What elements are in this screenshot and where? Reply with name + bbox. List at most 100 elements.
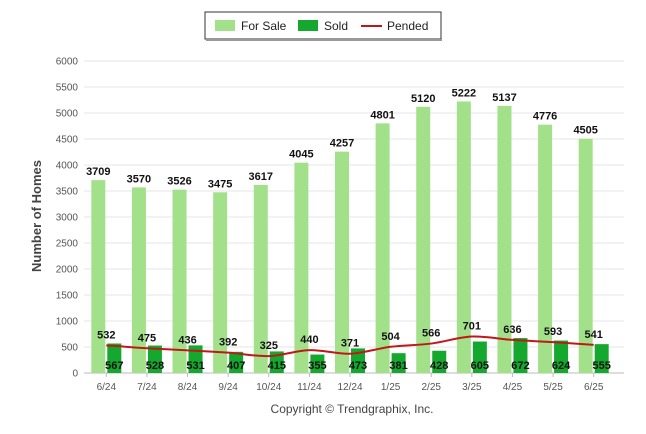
data-label-sold: 407 xyxy=(227,360,245,372)
data-label-for-sale: 5137 xyxy=(492,92,516,104)
y-tick-label: 3000 xyxy=(56,213,79,224)
legend: For Sale Sold Pended xyxy=(204,11,442,41)
y-tick-label: 6000 xyxy=(56,57,79,68)
data-label-sold: 672 xyxy=(511,360,529,372)
bars xyxy=(91,101,609,374)
x-tick-label: 10/24 xyxy=(256,382,281,393)
copyright: Copyright © Trendgraphix, Inc. xyxy=(271,402,434,416)
bar-sold xyxy=(391,353,406,373)
bar-for-sale xyxy=(578,138,593,373)
legend-label-for-sale: For Sale xyxy=(241,19,287,33)
bar-sold xyxy=(432,350,447,373)
bar-for-sale xyxy=(416,106,431,373)
bar-sold xyxy=(513,338,528,373)
data-label-pended: 636 xyxy=(503,324,521,336)
bar-for-sale xyxy=(213,192,228,373)
y-axis-label: Number of Homes xyxy=(29,160,44,272)
data-label-for-sale: 3526 xyxy=(167,176,191,188)
x-ticks: 6/24 7/24 8/24 9/24 10/24 11/24 12/24 1/25 2/25 3… xyxy=(97,373,604,393)
bar-sold xyxy=(351,348,365,373)
data-label-sold: 555 xyxy=(593,360,611,372)
data-label-pended: 436 xyxy=(178,334,196,346)
data-label-pended: 325 xyxy=(260,340,278,352)
data-label-pended: 593 xyxy=(544,326,562,338)
x-tick-label: 4/25 xyxy=(503,382,523,393)
bar-for-sale xyxy=(253,184,268,373)
data-label-for-sale: 4505 xyxy=(573,125,597,137)
x-tick-label: 7/24 xyxy=(137,382,157,393)
data-label-sold: 605 xyxy=(471,360,489,372)
x-tick-label: 5/25 xyxy=(543,382,563,393)
x-tick-label: 3/25 xyxy=(462,382,482,393)
data-label-sold: 428 xyxy=(430,360,448,372)
bar-sold xyxy=(554,340,569,373)
x-tick-label: 11/24 xyxy=(297,382,322,393)
bar-sold xyxy=(594,344,609,373)
data-label-pended: 392 xyxy=(219,337,237,349)
data-label-for-sale: 4257 xyxy=(330,138,354,150)
data-label-pended: 566 xyxy=(422,328,440,340)
y-tick-label: 1000 xyxy=(56,317,79,328)
bar-sold xyxy=(310,354,325,373)
x-tick-label: 6/25 xyxy=(584,382,604,393)
data-label-for-sale: 4045 xyxy=(289,149,313,161)
x-tick-label: 2/25 xyxy=(421,382,441,393)
pended-line-group xyxy=(106,335,594,358)
x-tick-label: 6/24 xyxy=(97,382,117,393)
data-label-sold: 415 xyxy=(268,360,286,372)
bar-for-sale xyxy=(538,124,553,373)
data-label-sold: 567 xyxy=(105,360,123,372)
data-label-sold: 531 xyxy=(186,360,204,372)
bar-for-sale xyxy=(335,151,349,373)
data-label-sold: 355 xyxy=(308,360,326,372)
pended-line xyxy=(106,335,594,358)
data-label-sold: 473 xyxy=(349,360,367,372)
x-tick-label: 8/24 xyxy=(178,382,198,393)
legend-box xyxy=(204,11,442,40)
legend-swatch-for-sale xyxy=(215,20,235,31)
y-tick-label: 1500 xyxy=(56,291,79,302)
data-label-for-sale: 5120 xyxy=(411,93,435,105)
data-label-pended: 475 xyxy=(138,332,156,344)
bar-sold xyxy=(107,343,122,373)
data-label-for-sale: 3709 xyxy=(86,166,110,178)
bar-sold xyxy=(147,345,162,373)
data-label-sold: 381 xyxy=(389,360,407,372)
data-label-pended: 371 xyxy=(341,338,359,350)
y-tick-label: 3500 xyxy=(56,187,79,198)
bar-sold xyxy=(472,341,487,373)
legend-label-pended: Pended xyxy=(387,19,428,33)
bar-for-sale xyxy=(456,101,471,374)
y-tick-label: 4500 xyxy=(56,135,79,146)
x-tick-label: 12/24 xyxy=(337,382,362,393)
data-label-pended: 504 xyxy=(381,331,400,343)
x-tick-label: 9/24 xyxy=(218,382,238,393)
data-label-for-sale: 4776 xyxy=(533,111,557,123)
data-labels: 3709 567 3570 528 3526 531 3475 407 3617 415 4045 3… xyxy=(86,87,611,372)
x-tick-label: 1/25 xyxy=(381,382,401,393)
y-tick-label: 500 xyxy=(61,343,78,354)
data-label-pended: 532 xyxy=(97,329,115,341)
y-ticks: 0 500 1000 1500 2000 2500 3000 3500 4000 4500 5000… xyxy=(56,57,79,380)
y-tick-label: 5500 xyxy=(56,83,79,94)
bar-for-sale xyxy=(172,189,187,373)
data-label-for-sale: 4801 xyxy=(370,109,394,121)
y-tick-label: 2500 xyxy=(56,239,79,250)
bar-for-sale xyxy=(375,123,390,374)
bar-sold xyxy=(188,345,203,373)
bar-for-sale xyxy=(131,187,146,373)
bar-sold xyxy=(229,351,244,373)
data-label-pended: 701 xyxy=(463,321,481,333)
data-label-for-sale: 3617 xyxy=(249,171,273,183)
data-label-pended: 541 xyxy=(585,329,603,341)
y-tick-label: 0 xyxy=(72,369,78,380)
y-tick-label: 5000 xyxy=(56,109,79,120)
data-label-sold: 528 xyxy=(146,360,164,372)
legend-label-sold: Sold xyxy=(324,19,348,33)
data-label-for-sale: 5222 xyxy=(452,87,476,99)
y-tick-label: 4000 xyxy=(56,161,79,172)
bar-for-sale xyxy=(497,105,512,373)
data-label-sold: 624 xyxy=(552,360,571,372)
bar-sold xyxy=(269,351,284,373)
